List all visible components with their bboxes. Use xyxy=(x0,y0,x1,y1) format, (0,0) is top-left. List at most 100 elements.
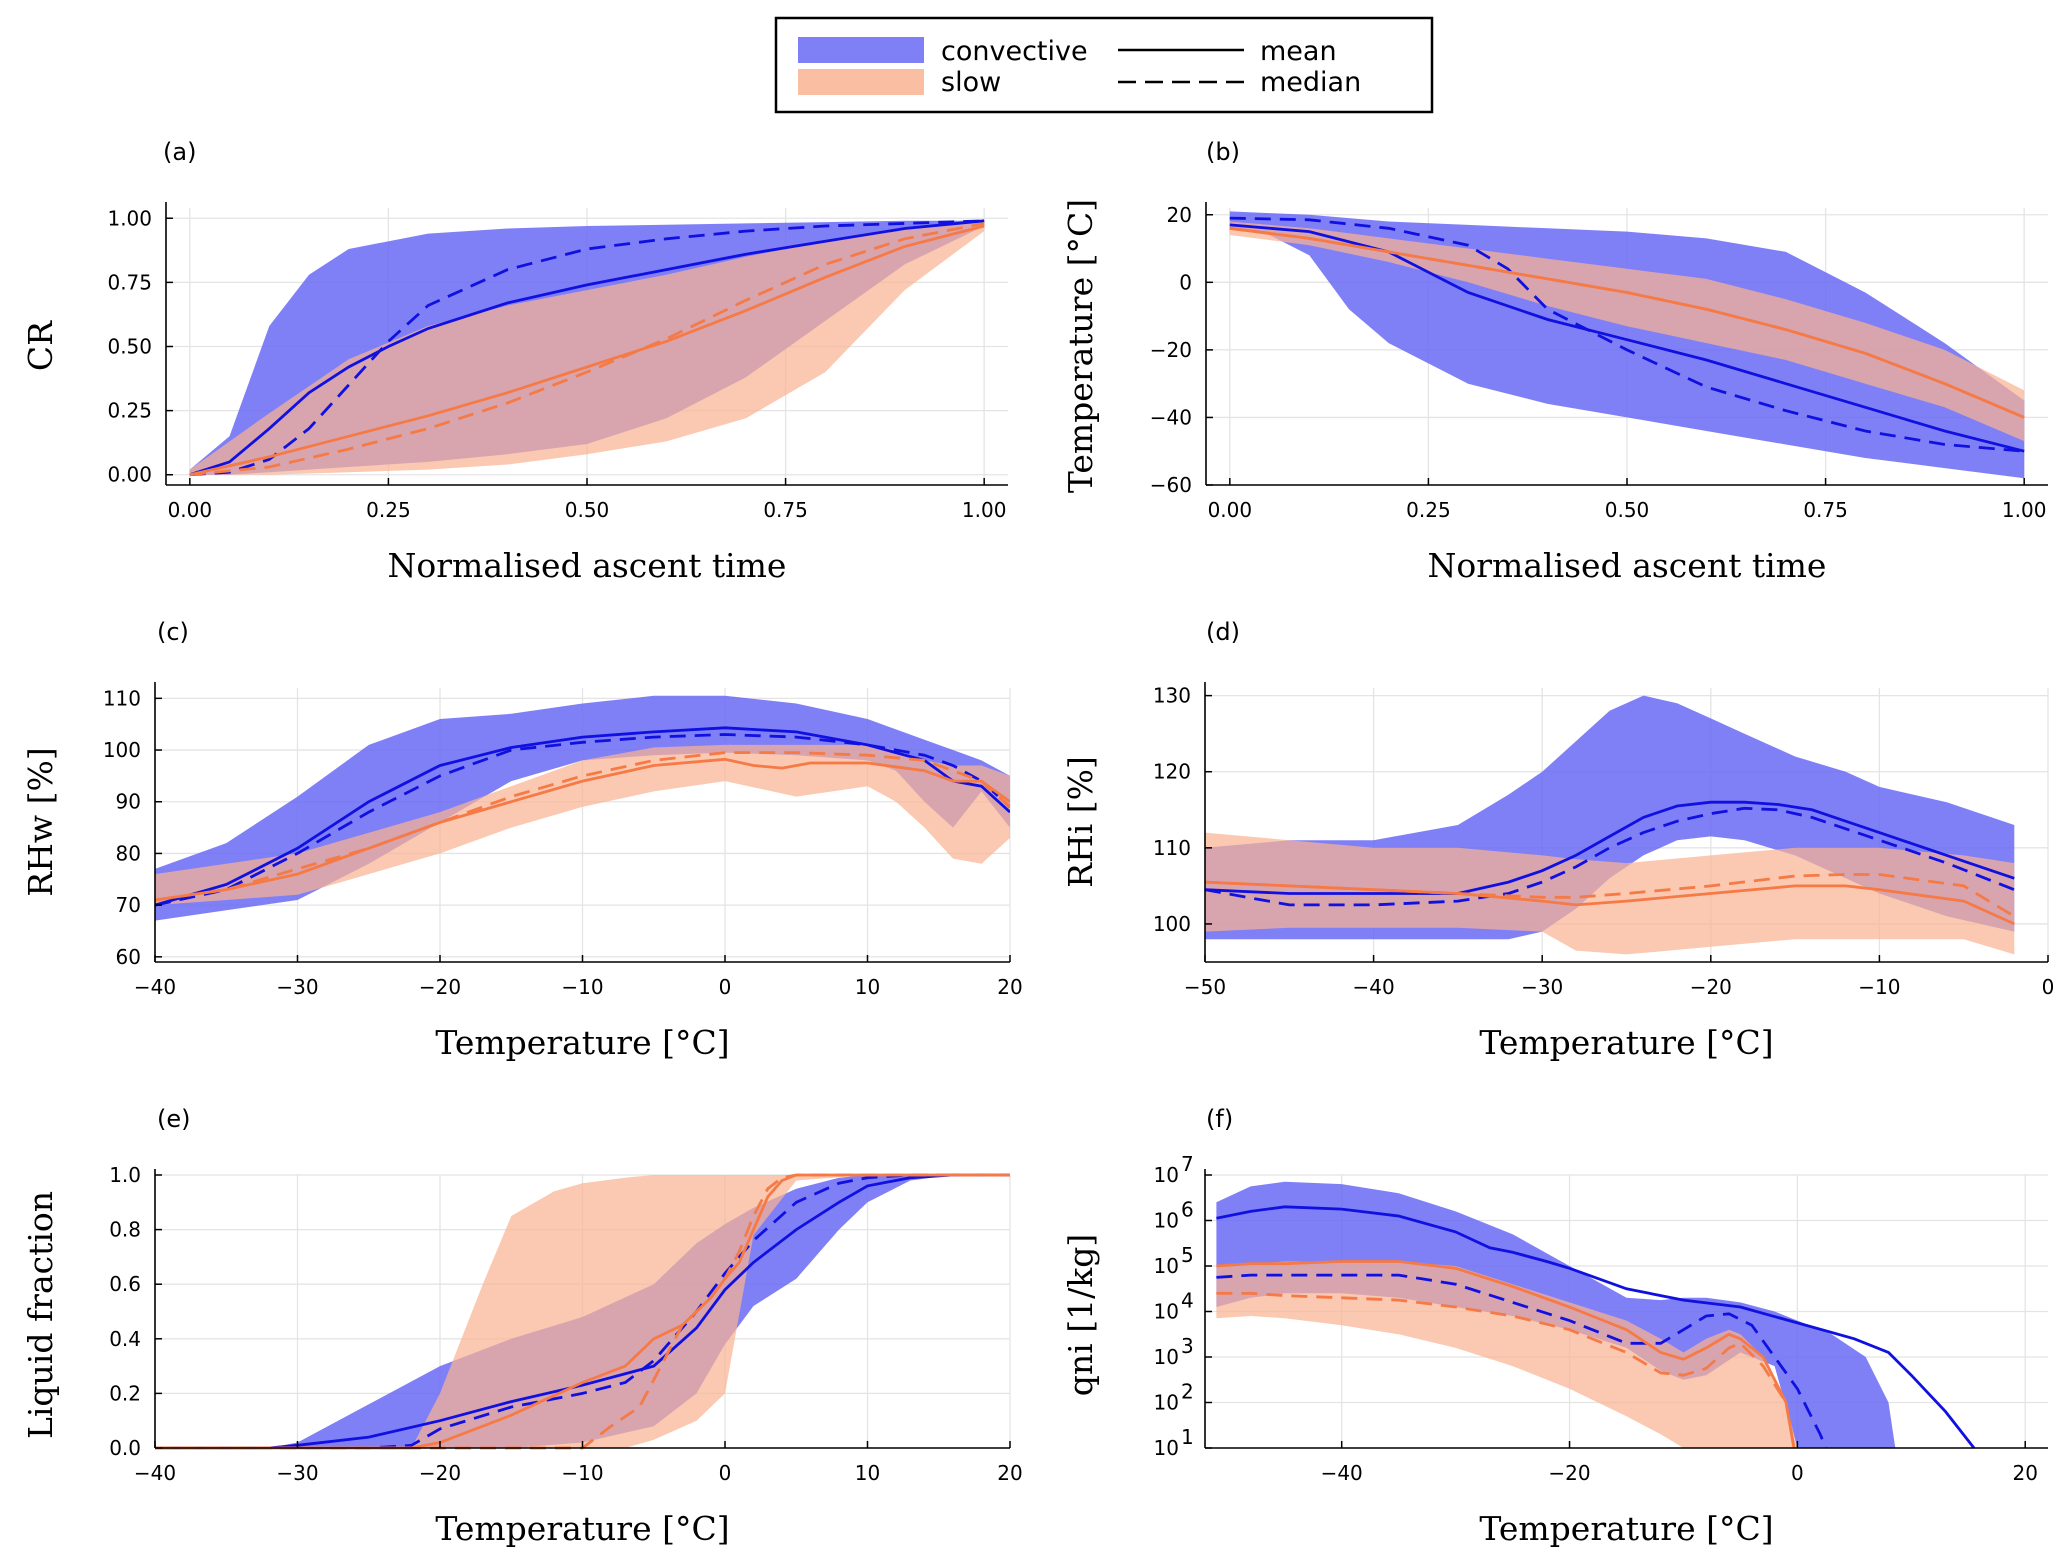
band-convective xyxy=(155,1175,1010,1448)
panel-2: 0.00 0.25 0.50 0.75 1.00 −60 −40 −20 0 20 (b) Norma… xyxy=(1061,138,2048,585)
x-tick-label: −20 xyxy=(1548,1461,1590,1485)
band-slow xyxy=(189,220,985,475)
x-tick-label: −30 xyxy=(1521,975,1563,999)
x-tick-label: 20 xyxy=(997,1461,1022,1485)
x-tick-label: 10 xyxy=(855,975,880,999)
panel-label: (c) xyxy=(157,618,189,646)
mean-line-convective xyxy=(1216,1205,1976,1449)
median-line-slow xyxy=(155,1173,1010,1450)
panel-label: (e) xyxy=(157,1105,191,1133)
y-tick-label: 90 xyxy=(116,790,141,814)
mean-line-convective xyxy=(155,726,1010,907)
y-tick-exponent: 3 xyxy=(1181,1334,1194,1358)
x-axis-label: Temperature [°C] xyxy=(435,1023,729,1062)
x-tick-label: 20 xyxy=(997,975,1022,999)
median-line-convective xyxy=(155,733,1010,907)
panel-label: (f) xyxy=(1206,1105,1233,1133)
x-tick-label: 20 xyxy=(2012,1461,2037,1485)
plot-area xyxy=(155,695,1010,921)
mean-line-slow xyxy=(1205,880,2015,926)
y-tick-exponent: 2 xyxy=(1181,1380,1194,1404)
y-tick-label: 0.8 xyxy=(109,1218,141,1242)
y-axis-label: CR xyxy=(21,320,60,371)
plot-area xyxy=(189,219,985,477)
x-tick-label: −10 xyxy=(1858,975,1900,999)
x-tick-label: 0.25 xyxy=(366,498,411,522)
median-line-slow xyxy=(189,222,985,477)
y-tick-label: 1.00 xyxy=(107,206,152,230)
y-axis-label: RHi [%] xyxy=(1061,756,1100,888)
y-tick-exponent: 5 xyxy=(1181,1243,1194,1267)
y-tick-label: 0.0 xyxy=(109,1436,141,1460)
x-tick-label: 0.00 xyxy=(168,498,213,522)
x-axis-label: Temperature [°C] xyxy=(1479,1023,1773,1062)
x-tick-label: 0.75 xyxy=(763,498,808,522)
x-tick-label: −50 xyxy=(1184,975,1226,999)
y-axis-label: qni [1/kg] xyxy=(1061,1234,1100,1396)
x-tick-label: 10 xyxy=(855,1461,880,1485)
y-tick-label: 70 xyxy=(116,893,141,917)
y-tick-label: 100 xyxy=(103,738,141,762)
mean-line-slow xyxy=(155,757,1010,902)
y-tick-exponent: 7 xyxy=(1181,1152,1194,1176)
y-tick-exponent: 1 xyxy=(1181,1425,1194,1449)
x-tick-label: −40 xyxy=(1352,975,1394,999)
x-tick-label: 0.25 xyxy=(1406,498,1451,522)
y-tick-label: 0.4 xyxy=(109,1327,141,1351)
y-tick-label: 60 xyxy=(116,945,141,969)
y-tick-label: −40 xyxy=(1150,405,1192,429)
x-tick-label: −40 xyxy=(134,975,176,999)
x-tick-label: 0.00 xyxy=(1208,498,1253,522)
y-tick-label: 0 xyxy=(1179,270,1192,294)
mean-line-slow xyxy=(189,224,985,477)
mean-line-convective xyxy=(155,1173,1010,1450)
x-tick-label: −10 xyxy=(561,975,603,999)
median-line-convective xyxy=(1216,1273,1828,1449)
band-slow xyxy=(1216,1261,1798,1448)
band-slow xyxy=(155,1175,1010,1448)
y-tick-label: 0.50 xyxy=(107,335,152,359)
y-tick-label: 10 xyxy=(1154,1300,1179,1324)
median-line-slow xyxy=(155,751,1010,902)
x-tick-label: −20 xyxy=(419,975,461,999)
median-line-convective xyxy=(1229,216,2025,453)
mean-line-slow xyxy=(1216,1260,1796,1449)
y-tick-label: 0.2 xyxy=(109,1381,141,1405)
band-slow xyxy=(1229,221,2025,442)
x-axis-label: Normalised ascent time xyxy=(388,546,787,585)
mean-line-convective xyxy=(189,219,985,477)
y-tick-label: 130 xyxy=(1153,684,1191,708)
x-tick-label: 1.00 xyxy=(962,498,1007,522)
legend-box xyxy=(774,16,1434,114)
panel-3: −40 −30 −20 −10 0 10 20 60 70 80 90 100 110 (c) Temper… xyxy=(21,618,1023,1062)
x-tick-label: −30 xyxy=(276,975,318,999)
y-tick-exponent: 4 xyxy=(1181,1289,1194,1313)
x-tick-label: −20 xyxy=(1690,975,1732,999)
y-tick-label: 80 xyxy=(116,841,141,865)
legend-label-slow: slow xyxy=(941,67,1001,98)
band-slow xyxy=(155,744,1010,906)
x-axis-label: Temperature [°C] xyxy=(435,1509,729,1548)
legend-swatch-slow xyxy=(798,69,924,95)
legend-label-mean: mean xyxy=(1260,36,1337,67)
y-tick-label: 0.00 xyxy=(107,463,152,487)
panel-5: −40 −30 −20 −10 0 10 20 0.0 0.2 0.4 0.6 0.8 1.0 (e) Te… xyxy=(21,1105,1023,1548)
y-tick-label: −60 xyxy=(1150,473,1192,497)
x-tick-label: 0 xyxy=(2042,975,2055,999)
y-tick-label: 120 xyxy=(1153,760,1191,784)
y-tick-label: 0.25 xyxy=(107,399,152,423)
x-axis-label: Normalised ascent time xyxy=(1428,546,1827,585)
y-tick-label: 110 xyxy=(1153,836,1191,860)
x-axis-label: Temperature [°C] xyxy=(1479,1509,1773,1548)
x-tick-label: 0 xyxy=(719,1461,732,1485)
y-tick-label: 0.6 xyxy=(109,1272,141,1296)
y-tick-label: 110 xyxy=(103,686,141,710)
mean-line-convective xyxy=(1229,223,2025,453)
x-tick-label: 0.50 xyxy=(565,498,610,522)
x-tick-label: −40 xyxy=(134,1461,176,1485)
x-tick-label: −20 xyxy=(419,1461,461,1485)
y-tick-label: 10 xyxy=(1154,1163,1179,1187)
y-tick-label: 100 xyxy=(1153,912,1191,936)
